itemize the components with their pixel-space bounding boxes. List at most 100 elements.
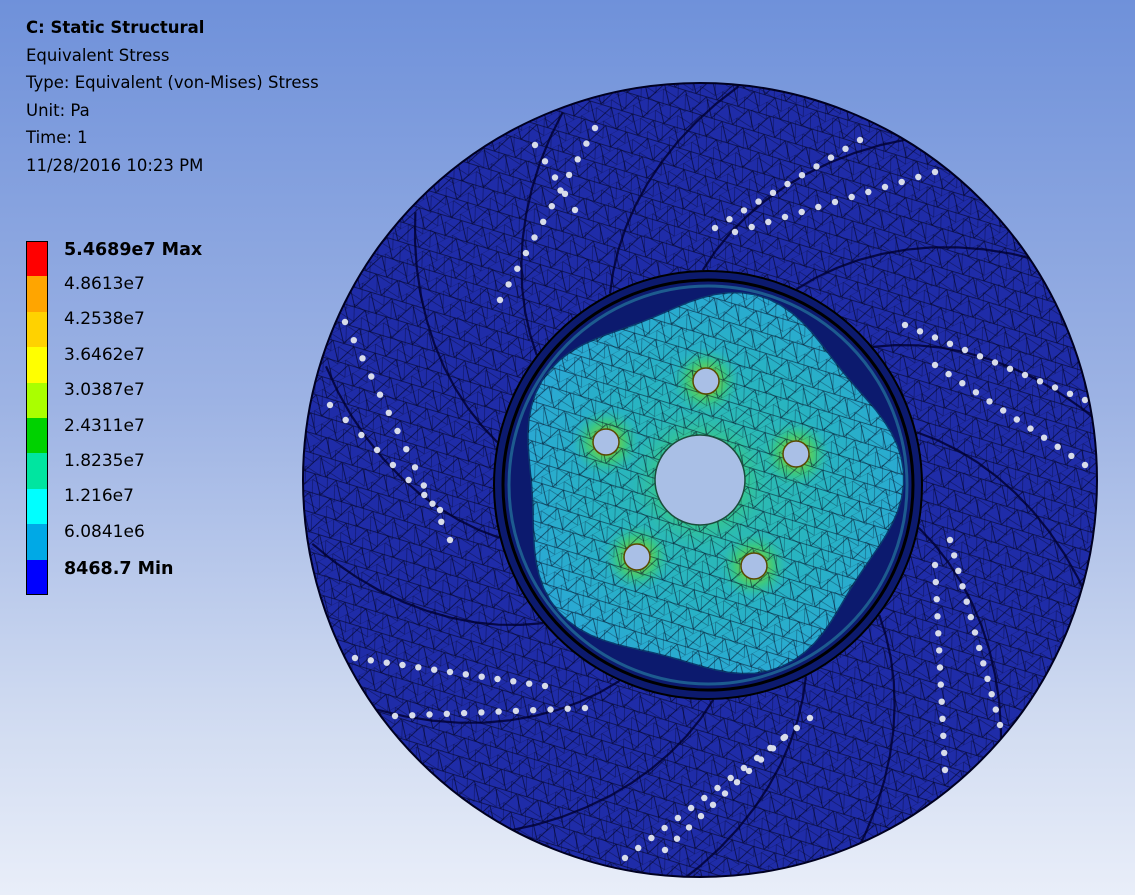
drilled-hole-dot xyxy=(827,154,835,161)
drilled-hole-dot xyxy=(540,218,547,225)
drilled-hole-dot xyxy=(898,178,905,186)
drilled-hole-dot xyxy=(512,707,520,715)
drilled-hole-dot xyxy=(955,567,962,574)
drilled-hole-dot xyxy=(813,163,820,170)
drilled-hole-dot xyxy=(784,180,791,188)
drilled-hole-dot xyxy=(755,198,762,205)
drilled-hole-dot xyxy=(426,711,433,718)
drilled-hole-dot xyxy=(564,705,571,712)
drilled-hole-dot xyxy=(727,774,734,782)
drilled-hole-dot xyxy=(460,709,468,717)
legend-label: 4.2538e7 xyxy=(64,309,145,329)
legend-max-label: 5.4689e7 Max xyxy=(64,240,203,260)
drilled-hole-dot xyxy=(496,296,504,304)
drilled-hole-dot xyxy=(1040,434,1048,441)
drilled-hole-dot xyxy=(916,328,924,335)
result-timestamp: 11/28/2016 10:23 PM xyxy=(26,155,204,175)
drilled-hole-dot xyxy=(721,790,729,797)
drilled-hole-dot xyxy=(415,664,422,671)
drilled-hole-dot xyxy=(793,724,800,732)
drilled-hole-dot xyxy=(731,228,739,236)
drilled-hole-dot xyxy=(565,171,573,179)
legend-swatch xyxy=(26,524,48,560)
drilled-hole-dot xyxy=(1036,378,1044,385)
drilled-hole-dot xyxy=(988,691,995,698)
drilled-hole-dot xyxy=(547,706,554,713)
drilled-hole-dot xyxy=(881,183,889,191)
drilled-hole-dot xyxy=(383,659,390,666)
drilled-hole-dot xyxy=(557,187,564,194)
drilled-hole-dot xyxy=(531,234,538,241)
drilled-hole-dot xyxy=(856,136,864,144)
drilled-hole-dot xyxy=(941,766,949,774)
drilled-hole-dot xyxy=(367,657,374,664)
drilled-hole-dot xyxy=(391,712,399,720)
legend-label: 6.0841e6 xyxy=(64,522,145,542)
drilled-hole-dot xyxy=(359,355,366,362)
drilled-hole-dot xyxy=(350,337,357,344)
drilled-hole-dot xyxy=(342,416,349,424)
legend-swatch xyxy=(26,276,48,312)
drilled-hole-dot xyxy=(940,732,947,739)
drilled-hole-dot xyxy=(984,675,991,682)
drilled-hole-dot xyxy=(711,224,719,232)
drilled-hole-dot xyxy=(996,721,1004,729)
legend-swatch xyxy=(26,559,48,595)
drilled-hole-dot xyxy=(798,172,806,179)
drilled-hole-dot xyxy=(530,707,537,714)
drilled-hole-dot xyxy=(1081,396,1089,404)
bolt-hole xyxy=(740,552,768,580)
drilled-hole-dot xyxy=(963,598,970,605)
drilled-hole-dot xyxy=(478,673,485,680)
drilled-hole-dot xyxy=(831,198,839,206)
drilled-hole-dot xyxy=(368,373,375,380)
drilled-hole-dot xyxy=(932,578,939,586)
drilled-hole-dot xyxy=(992,706,999,713)
legend-label: 1.216e7 xyxy=(64,486,134,506)
drilled-hole-dot xyxy=(621,854,629,862)
drilled-hole-dot xyxy=(635,844,642,852)
bolt-hole xyxy=(782,440,810,468)
drilled-hole-dot xyxy=(687,804,695,812)
bolt-hole xyxy=(692,367,720,395)
drilled-hole-dot xyxy=(591,124,599,132)
drilled-hole-dot xyxy=(936,647,943,654)
drilled-hole-dot xyxy=(971,629,979,636)
drilled-hole-dot xyxy=(936,664,944,671)
drilled-hole-dot xyxy=(980,660,987,667)
drilled-hole-dot xyxy=(446,668,454,676)
legend-swatch xyxy=(26,453,48,489)
drilled-hole-dot xyxy=(685,824,693,831)
drilled-hole-dot xyxy=(522,249,530,257)
drilled-hole-dot xyxy=(933,596,940,603)
drilled-hole-dot xyxy=(341,318,349,326)
drilled-hole-dot xyxy=(945,370,952,378)
drilled-hole-dot xyxy=(494,675,501,683)
drilled-hole-dot xyxy=(385,409,392,416)
result-name: Equivalent Stress xyxy=(26,45,170,65)
bolt-hole xyxy=(592,428,620,456)
drilled-hole-dot xyxy=(505,281,512,288)
drilled-hole-dot xyxy=(939,715,946,722)
drilled-hole-dot xyxy=(551,174,559,181)
drilled-hole-dot xyxy=(495,708,502,715)
legend-label: 2.4311e7 xyxy=(64,416,145,436)
drilled-hole-dot xyxy=(709,801,717,808)
drilled-hole-dot xyxy=(781,213,789,221)
drilled-hole-dot xyxy=(1068,452,1075,460)
drilled-hole-dot xyxy=(748,223,755,231)
bolt-hole xyxy=(623,543,651,571)
legend-swatch xyxy=(26,311,48,348)
drilled-hole-dot xyxy=(745,767,753,775)
drilled-hole-dot xyxy=(446,536,454,544)
legend-label: 4.8613e7 xyxy=(64,274,145,294)
drilled-hole-dot xyxy=(394,427,401,435)
drilled-hole-dot xyxy=(389,461,397,469)
drilled-hole-dot xyxy=(1006,365,1014,372)
drilled-hole-dot xyxy=(976,644,983,652)
drilled-hole-dot xyxy=(941,749,948,757)
drilled-hole-dot xyxy=(541,682,549,690)
drilled-hole-dot xyxy=(420,482,427,489)
